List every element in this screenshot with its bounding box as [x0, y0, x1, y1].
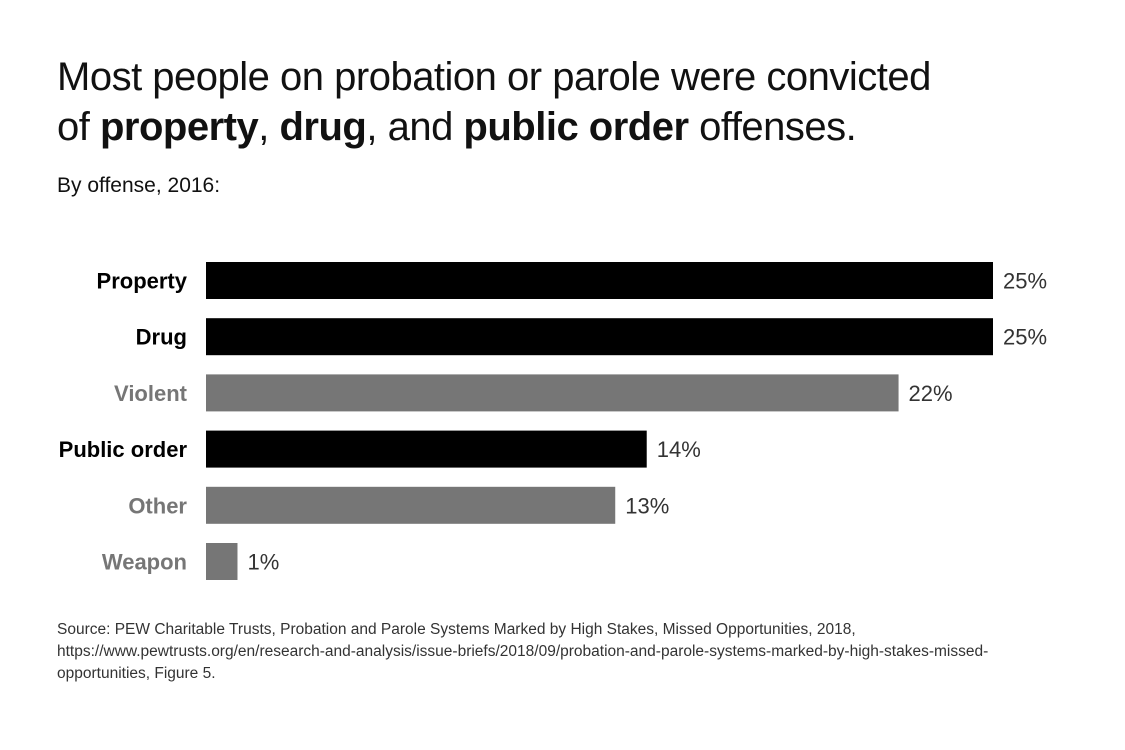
category-label: Drug: [136, 325, 187, 350]
value-label: 1%: [247, 550, 279, 575]
title-segment: property: [99, 105, 259, 149]
bar: [206, 318, 993, 356]
category-label: Other: [128, 493, 187, 518]
title-segment: public order: [463, 105, 689, 149]
title-segment: ,: [258, 105, 280, 149]
bar: [206, 262, 993, 299]
category-label: Public order: [59, 437, 188, 462]
value-label: 25%: [1003, 269, 1047, 294]
category-label: Property: [97, 269, 188, 294]
bar: [206, 430, 647, 468]
title-segment: of: [57, 105, 100, 149]
value-label: 14%: [657, 437, 701, 462]
value-label: 22%: [909, 381, 953, 406]
value-label: 25%: [1003, 325, 1047, 350]
title-segment: , and: [366, 105, 464, 149]
category-label: Weapon: [102, 550, 187, 575]
title-segment: Most people on probation or parole were …: [57, 55, 931, 99]
value-label: 13%: [625, 493, 669, 518]
source-note: Source: PEW Charitable Trusts, Probation…: [57, 621, 989, 682]
title-segment: offenses.: [688, 105, 857, 149]
bar: [206, 486, 616, 524]
chart-subtitle: By offense, 2016:: [57, 174, 221, 197]
bar: [206, 374, 899, 412]
bar: [206, 543, 238, 580]
category-label: Violent: [114, 381, 188, 406]
chart-title: Most people on probation or parole were …: [57, 52, 931, 152]
title-segment: drug: [279, 105, 367, 149]
